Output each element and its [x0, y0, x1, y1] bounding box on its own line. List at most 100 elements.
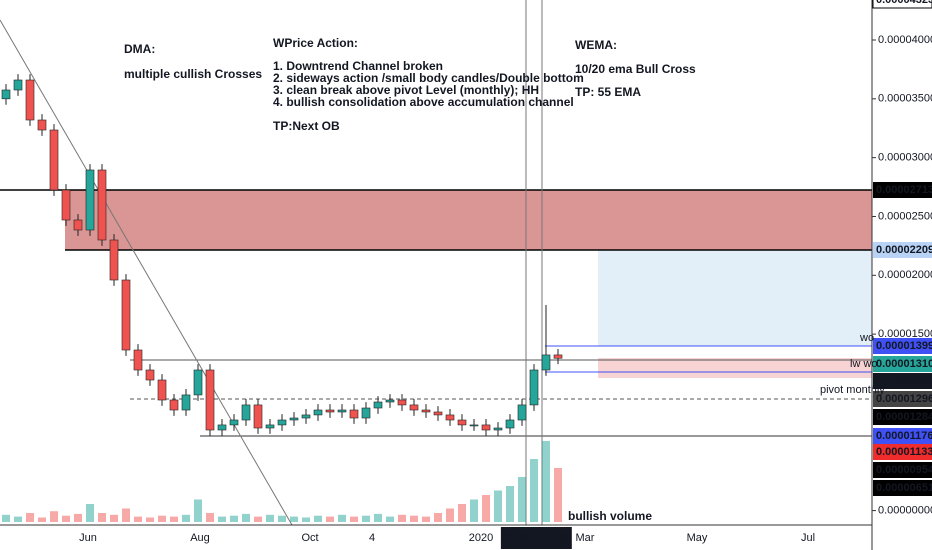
candle-body [181, 394, 191, 411]
price-tag-box [873, 409, 932, 425]
volume-bar [518, 477, 526, 522]
candle-body [229, 419, 239, 426]
price-tag: 0.00000954 [876, 464, 932, 476]
price-tag: 0.00001296 [876, 393, 932, 405]
volume-bar [470, 499, 478, 522]
candle-body [289, 417, 299, 421]
volume-bar [326, 516, 334, 522]
annotation: pivot monthly [820, 384, 885, 396]
annotation: 4. bullish consolidation above accumulat… [273, 95, 574, 109]
volume-bar [230, 515, 238, 522]
volume-bar [530, 459, 538, 522]
volume-bar [50, 511, 58, 522]
candle-body [85, 169, 95, 231]
price-tag-box [873, 391, 932, 407]
candle-body [553, 354, 563, 359]
volume-bar [554, 468, 562, 522]
price-tag: 0.00002713 [876, 184, 932, 196]
volume-bar [374, 513, 382, 522]
price-tag: 0.00001176 [876, 430, 932, 442]
volume-bar [146, 517, 154, 522]
volume-bar [338, 514, 346, 522]
annotation: 3. clean break above pivot Level (monthl… [273, 83, 539, 97]
candle-body [481, 424, 491, 431]
x-tick-label: Jul [801, 532, 815, 544]
annotation: wo [859, 332, 874, 344]
price-tag: 0.00000651 [876, 482, 932, 494]
candle-body [73, 219, 83, 231]
volume-bar [422, 516, 430, 522]
candle-body [145, 369, 155, 381]
volume-bar [26, 513, 34, 522]
target-zone [598, 250, 872, 346]
volume-bar [506, 486, 514, 522]
annotation: 1. Downtrend Channel broken [273, 59, 443, 73]
volume-bar [278, 515, 286, 522]
candle-body [61, 189, 71, 221]
y-tick-label: 0.00002500 [878, 210, 932, 222]
annotation: lw wo [850, 358, 878, 370]
volume-bar [434, 513, 442, 522]
x-label-box [514, 527, 572, 549]
candle-body [97, 169, 107, 241]
volume-bar [194, 499, 202, 522]
x-tick-label: 28 [504, 532, 516, 544]
x-tick-label: Oct [301, 532, 318, 544]
y-tick-label: 0.00000000 [878, 504, 932, 516]
candle-body [373, 401, 383, 409]
volume-bar [482, 495, 490, 522]
price-tag-box [873, 480, 932, 496]
candle-body [313, 409, 323, 416]
annotation: WEMA: [575, 38, 617, 52]
candle-body [277, 419, 287, 426]
y-tick-label: 0.00003000 [878, 152, 932, 164]
candle-body [349, 409, 359, 419]
volume-bar [254, 516, 262, 522]
volume-bar [302, 517, 310, 522]
volume-bar [218, 516, 226, 522]
candle-body [13, 79, 23, 91]
candle-body [217, 424, 227, 431]
x-tick-label: May [687, 532, 708, 544]
price-tag-box [873, 182, 932, 198]
candle-body [517, 404, 527, 421]
volume-bar [74, 513, 82, 522]
volume-bar [110, 514, 118, 522]
volume-bar [170, 516, 178, 522]
price-tag: 0.00001133 [876, 446, 932, 458]
candle-body [1, 89, 11, 100]
volume-bar [98, 513, 106, 522]
candle-body [157, 379, 167, 401]
resistance-zone [65, 190, 872, 250]
candle-body [541, 354, 551, 371]
candle-body [433, 411, 443, 416]
price-tag-box [873, 242, 932, 258]
volume-bar [266, 514, 274, 522]
candle-body [109, 239, 119, 281]
volume-bar [38, 517, 46, 522]
volume-bar [2, 514, 10, 522]
candle-body [265, 424, 275, 429]
price-tag-box [873, 462, 932, 478]
annotation: DMA: [124, 42, 155, 56]
volume-bar [446, 508, 454, 522]
volume-bar [314, 515, 322, 522]
trend-line [0, 19, 293, 526]
candle-body [133, 349, 143, 371]
volume-bar [290, 516, 298, 522]
annotation: 2. sideways action /small body candles/D… [273, 71, 584, 85]
y-tick-label: 0.00003500 [878, 93, 932, 105]
volume-bar [494, 490, 502, 522]
volume-bar [542, 441, 550, 522]
price-tag: 12:40:54 [890, 375, 932, 387]
volume-bar [122, 508, 130, 522]
volume-bar [86, 504, 94, 522]
price-tag: 0.00002209 [876, 244, 932, 256]
candle-body [241, 404, 251, 421]
annotation: WPrice Action: [273, 36, 358, 50]
candle-body [529, 369, 539, 406]
y-tick-label: 0.00002000 [878, 269, 932, 281]
x-tick-label: Mar [576, 532, 595, 544]
volume-bar [134, 516, 142, 522]
